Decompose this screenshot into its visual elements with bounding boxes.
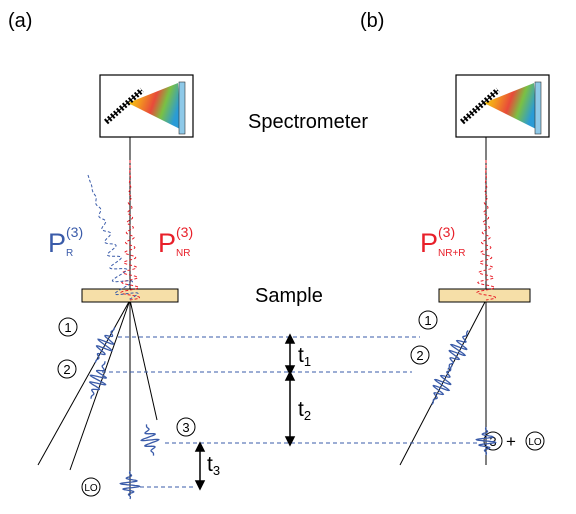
delay: t1 xyxy=(298,344,311,369)
combination: + xyxy=(506,432,516,451)
waves xyxy=(88,160,496,499)
wave xyxy=(448,331,468,370)
pol-subscript: R xyxy=(66,248,73,259)
pol-symbol: P xyxy=(48,228,66,258)
delay-subscript: 3 xyxy=(213,463,220,478)
delay-subscript: 2 xyxy=(304,408,311,423)
pulse-label: 2 xyxy=(416,348,423,363)
pulse-label: 1 xyxy=(424,313,431,328)
spectrometer-label: Spectrometer xyxy=(248,111,368,133)
sample-b xyxy=(439,289,530,302)
pol-superscript: (3) xyxy=(176,224,193,240)
delay: t3 xyxy=(207,453,220,478)
polarization-nr: P (3) NR xyxy=(158,224,193,259)
wave xyxy=(141,424,159,455)
pol-symbol: P xyxy=(420,228,438,258)
delay: t2 xyxy=(298,398,311,423)
beams-a xyxy=(38,300,157,470)
wave xyxy=(95,327,114,362)
delay-subscript: 1 xyxy=(304,354,311,369)
diagram: (a) (b) Spectrometer Sample xyxy=(0,0,576,514)
panel-label: (a) xyxy=(8,10,32,32)
wave xyxy=(432,366,452,405)
pulse-label: 3 xyxy=(182,420,189,435)
pol-subscript: NR+R xyxy=(438,248,466,259)
spectrometer-b xyxy=(456,75,549,137)
polarization-nr-r: P (3) NR+R xyxy=(420,224,466,259)
pol-superscript: (3) xyxy=(438,224,455,240)
panel-label: (b) xyxy=(360,10,384,32)
sample-label: Sample xyxy=(255,285,323,307)
pulse-label: LO xyxy=(528,437,542,448)
pol-subscript: NR xyxy=(176,248,190,259)
spectrometer-a xyxy=(100,75,193,137)
pulse-label: 2 xyxy=(63,362,70,377)
pulse-label: LO xyxy=(84,483,98,494)
pulse-label: 1 xyxy=(64,320,71,335)
pol-symbol: P xyxy=(158,228,176,258)
polarization-r: P (3) R xyxy=(48,224,83,259)
pol-superscript: (3) xyxy=(66,224,83,240)
